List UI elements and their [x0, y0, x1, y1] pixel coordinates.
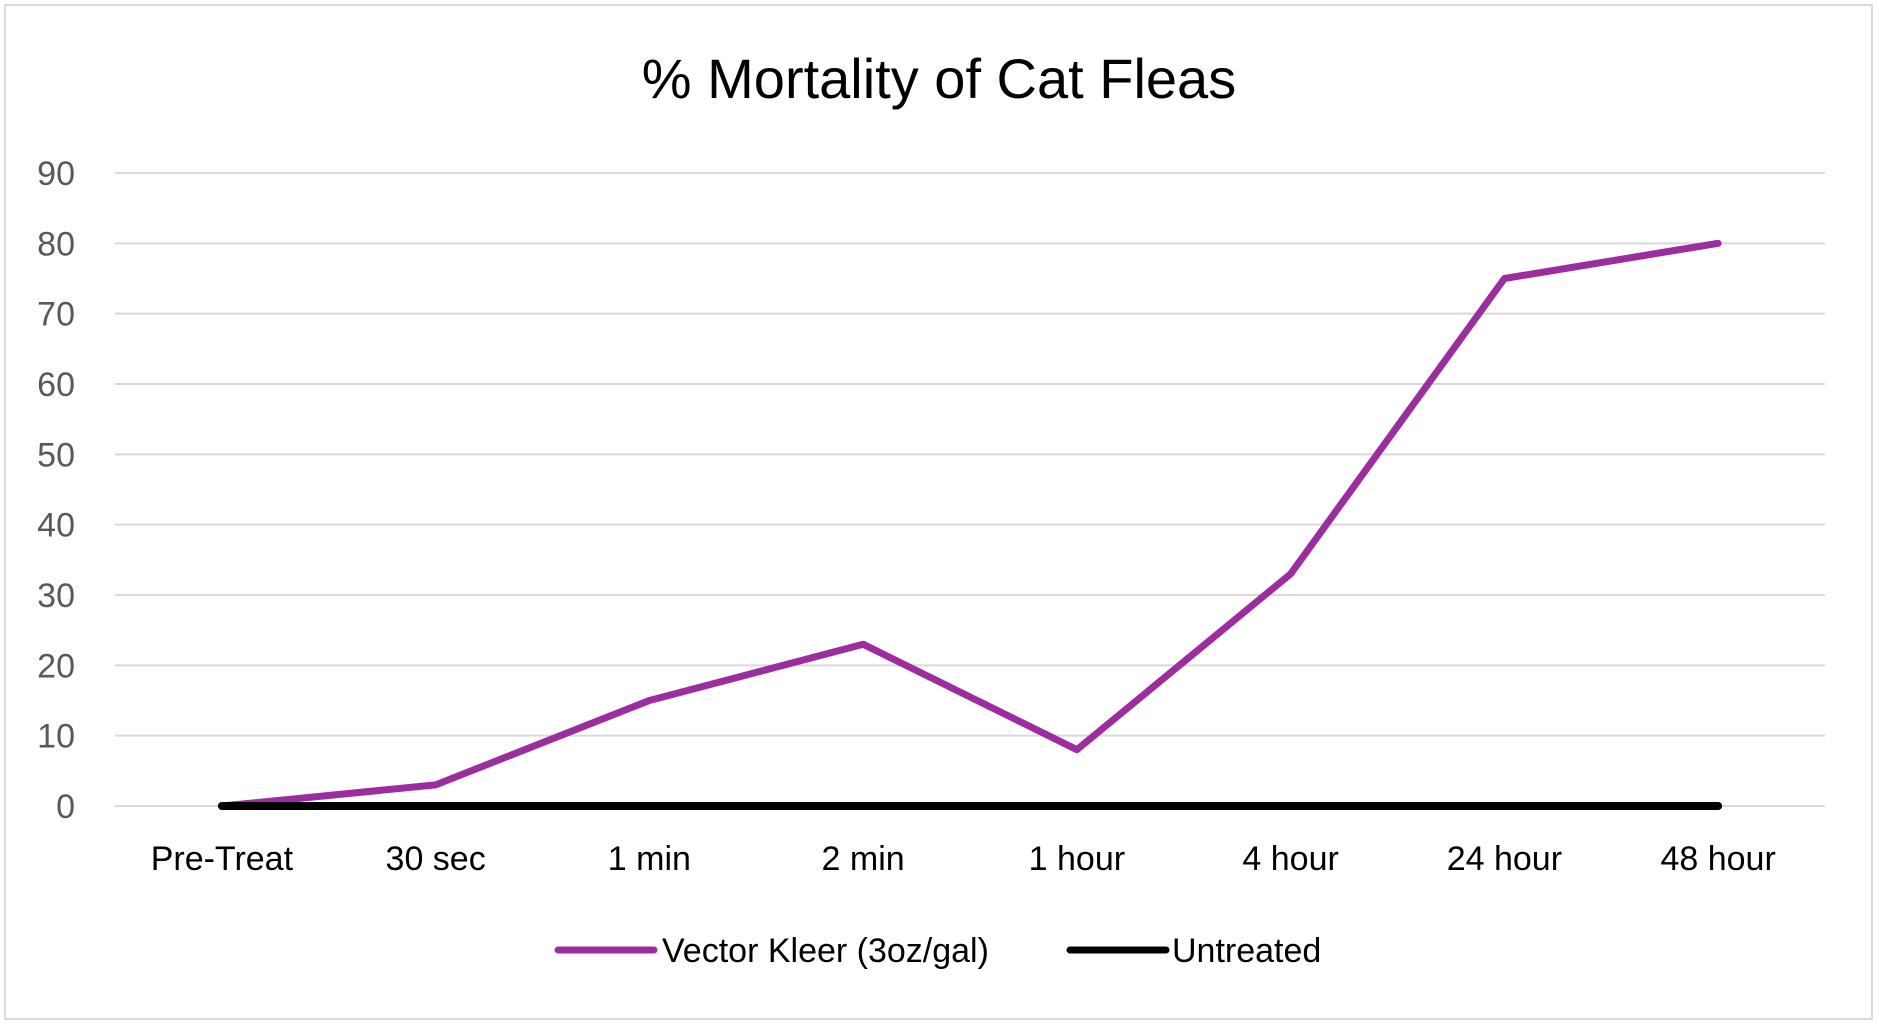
legend: Vector Kleer (3oz/gal) Untreated: [554, 932, 1321, 970]
y-tick-label: 70: [37, 296, 75, 334]
x-tick-label: 1 hour: [1029, 840, 1125, 878]
y-tick-label: 20: [37, 647, 75, 685]
y-tick-label: 50: [37, 436, 75, 474]
data-point: [1503, 278, 1505, 279]
x-tick-label: 1 min: [608, 840, 691, 878]
y-tick-label: 90: [37, 155, 75, 193]
legend-label: Vector Kleer (3oz/gal): [662, 932, 989, 970]
data-point: [862, 643, 864, 645]
data-point: [435, 784, 437, 786]
data-point: [1717, 242, 1719, 244]
data-point: [1076, 805, 1078, 807]
x-tick-label: 24 hour: [1447, 840, 1562, 878]
x-tick-label: 48 hour: [1660, 840, 1775, 878]
y-tick-label: 10: [37, 718, 75, 756]
legend-label: Untreated: [1172, 932, 1321, 970]
data-point: [1290, 805, 1292, 807]
y-tick-label: 0: [56, 788, 75, 826]
x-axis-categories: Pre-Treat 30 sec 1 min 2 min 1 hour 4 hour 24 …: [151, 840, 1776, 878]
y-tick-label: 30: [37, 577, 75, 615]
data-point: [1076, 749, 1078, 751]
y-tick-label: 40: [37, 507, 75, 545]
x-tick-label: 30 sec: [386, 840, 486, 878]
y-tick-label: 80: [37, 225, 75, 263]
data-point: [648, 700, 650, 701]
x-tick-label: 2 min: [822, 840, 905, 878]
series-line-vector-kleer: [218, 239, 1722, 810]
data-point: [1503, 805, 1505, 807]
data-point: [648, 805, 650, 807]
y-tick-label: 60: [37, 366, 75, 404]
data-point: [1717, 805, 1719, 807]
y-axis-ticks: 0 10 20 30 40 50 60 70 80 90: [37, 155, 75, 826]
data-point: [862, 805, 864, 807]
data-point: [221, 805, 223, 807]
data-point: [435, 805, 437, 807]
x-tick-label: 4 hour: [1242, 840, 1338, 878]
series-lines: [217, 239, 1723, 810]
x-tick-label: Pre-Treat: [151, 840, 294, 878]
chart-title: % Mortality of Cat Fleas: [642, 47, 1236, 110]
data-point: [1290, 573, 1292, 575]
